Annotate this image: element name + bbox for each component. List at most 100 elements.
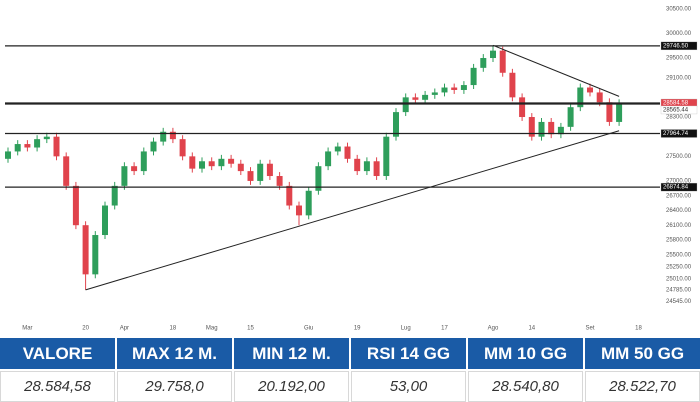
header-cell: MIN 12 M. bbox=[234, 338, 349, 369]
x-tick-label: Apr bbox=[120, 326, 129, 332]
candle-body bbox=[160, 131, 167, 142]
candle-body bbox=[460, 85, 467, 90]
x-tick-label: Set bbox=[585, 326, 594, 332]
candle-body bbox=[34, 139, 41, 148]
candle-body bbox=[140, 151, 147, 172]
candle-body bbox=[179, 139, 186, 157]
value-cell: 53,00 bbox=[351, 371, 466, 402]
candle-body bbox=[354, 158, 361, 172]
y-tick-label: 26700.00 bbox=[666, 193, 692, 199]
y-tick-label: 29100.00 bbox=[666, 75, 692, 81]
candle-body bbox=[538, 121, 545, 137]
candle-body bbox=[334, 146, 341, 152]
level-label: 27964.74 bbox=[663, 131, 689, 137]
candle-body bbox=[315, 166, 322, 191]
x-tick-label: 19 bbox=[354, 326, 361, 332]
x-tick-label: Mag bbox=[206, 326, 218, 332]
header-cell: VALORE bbox=[0, 338, 115, 369]
y-tick-label: 25500.00 bbox=[666, 252, 692, 258]
y-tick-label: 27500.00 bbox=[666, 154, 692, 160]
candle-body bbox=[266, 163, 273, 177]
candle-body bbox=[567, 107, 574, 127]
x-tick-label: 17 bbox=[441, 326, 448, 332]
y-tick-label: 27000.00 bbox=[666, 179, 692, 185]
candle-body bbox=[606, 102, 613, 122]
candle-body bbox=[228, 158, 235, 164]
candle-body bbox=[344, 146, 351, 159]
candle-body bbox=[150, 141, 157, 152]
y-tick-label: 30500.00 bbox=[666, 6, 692, 12]
candle-body bbox=[189, 156, 196, 169]
header-cell: RSI 14 GG bbox=[351, 338, 466, 369]
candle-body bbox=[257, 163, 264, 181]
x-tick-label: 14 bbox=[528, 326, 535, 332]
candle-body bbox=[121, 166, 128, 186]
value-cell: 20.192,00 bbox=[234, 371, 349, 402]
level-label: 26874.84 bbox=[663, 185, 689, 191]
candle-body bbox=[422, 94, 429, 100]
value-cell: 29.758,0 bbox=[117, 371, 232, 402]
candle-body bbox=[587, 87, 593, 93]
value-cell: 28.540,80 bbox=[468, 371, 583, 402]
candle-body bbox=[528, 117, 535, 137]
value-row: 28.584,58 29.758,0 20.192,00 53,00 28.540,80… bbox=[0, 371, 700, 402]
header-cell: MAX 12 M. bbox=[117, 338, 232, 369]
y-tick-label: 28300.00 bbox=[666, 115, 692, 121]
candle-body bbox=[548, 121, 555, 135]
level-label: 29746.50 bbox=[663, 43, 689, 49]
candle-body bbox=[325, 151, 332, 167]
candle-body bbox=[499, 50, 506, 73]
trendline bbox=[492, 44, 620, 97]
x-tick-label: Giu bbox=[304, 326, 313, 332]
candle-body bbox=[557, 126, 564, 135]
candle-body bbox=[92, 235, 99, 275]
candle-body bbox=[470, 67, 477, 86]
level-label: 28565.44 bbox=[663, 108, 689, 114]
candle-body bbox=[199, 161, 205, 169]
candle-body bbox=[296, 205, 302, 216]
y-tick-label: 25010.00 bbox=[666, 276, 692, 282]
candle-body bbox=[373, 161, 380, 177]
candle-body bbox=[383, 136, 390, 177]
candle-body bbox=[509, 72, 516, 98]
candle-body bbox=[363, 161, 370, 172]
candle-body bbox=[276, 176, 283, 186]
y-tick-label: 29500.00 bbox=[666, 56, 692, 62]
candle-body bbox=[24, 144, 31, 148]
candle-body bbox=[402, 97, 409, 113]
candle-body bbox=[490, 50, 496, 59]
header-cell: MM 10 GG bbox=[468, 338, 583, 369]
x-tick-label: Ago bbox=[488, 326, 499, 332]
header-row: VALORE MAX 12 M. MIN 12 M. RSI 14 GG MM 10 G… bbox=[0, 338, 700, 369]
candle-body bbox=[305, 190, 312, 216]
level-tag bbox=[660, 105, 698, 115]
candle-body bbox=[72, 185, 79, 226]
candle-body bbox=[596, 92, 603, 103]
candle-body bbox=[218, 158, 225, 167]
y-tick-label: 26400.00 bbox=[666, 208, 692, 214]
x-tick-label: Lug bbox=[401, 326, 411, 332]
candle-body bbox=[412, 97, 419, 100]
candle-body bbox=[208, 161, 215, 167]
stats-table: VALORE MAX 12 M. MIN 12 M. RSI 14 GG MM 10 G… bbox=[0, 338, 700, 402]
x-tick-label: 15 bbox=[247, 326, 254, 332]
candle-body bbox=[169, 131, 176, 140]
candle-body bbox=[286, 185, 293, 206]
candle-body bbox=[111, 185, 118, 206]
candle-body bbox=[441, 87, 448, 93]
trendline bbox=[85, 130, 620, 291]
candle-body bbox=[431, 92, 438, 95]
y-tick-label: 26100.00 bbox=[666, 223, 692, 229]
candle-body bbox=[5, 151, 11, 159]
candle-body bbox=[14, 144, 21, 152]
candle-body bbox=[131, 166, 138, 172]
candle-body bbox=[43, 136, 50, 140]
candle-body bbox=[237, 163, 244, 172]
y-tick-label: 25250.00 bbox=[666, 265, 692, 271]
header-cell: MM 50 GG bbox=[585, 338, 700, 369]
x-tick-label: 18 bbox=[635, 326, 642, 332]
y-tick-label: 24545.00 bbox=[666, 299, 692, 305]
candle-body bbox=[393, 112, 399, 137]
candle-body bbox=[53, 136, 60, 157]
candle-body bbox=[82, 225, 89, 275]
